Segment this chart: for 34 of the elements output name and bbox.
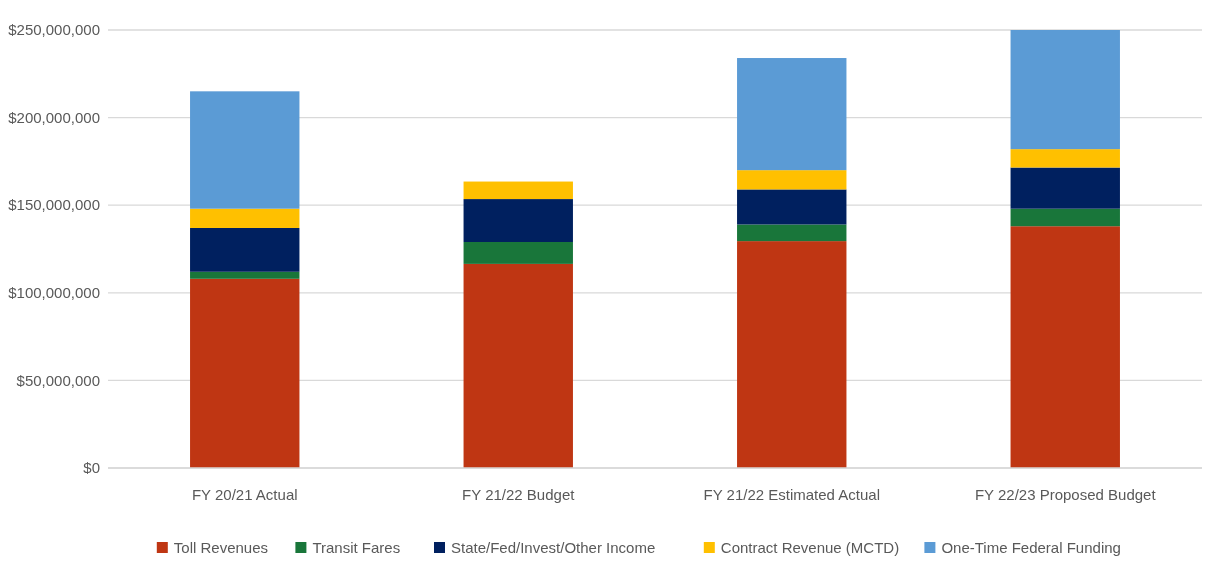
- bar: [737, 189, 847, 225]
- legend-label: Contract Revenue (MCTD): [720, 539, 900, 557]
- legend-label: Transit Fares: [312, 539, 401, 557]
- bar: [1010, 226, 1120, 468]
- x-tick-label: FY 20/21 Actual: [191, 486, 298, 503]
- bar: [1010, 167, 1120, 209]
- x-tick-label: FY 21/22 Estimated Actual: [703, 486, 880, 503]
- bar: [190, 91, 300, 209]
- y-tick-label: $100,000,000: [8, 284, 100, 302]
- bar: [463, 263, 573, 468]
- legend-label: One-Time Federal Funding: [941, 539, 1121, 557]
- x-tick-label: FY 21/22 Budget: [462, 486, 576, 503]
- bar: [463, 241, 573, 264]
- bar: [737, 241, 847, 468]
- bar: [1010, 149, 1120, 168]
- y-tick-label: $250,000,000: [8, 21, 100, 39]
- bar: [190, 278, 300, 468]
- bar: [737, 224, 847, 242]
- bar: [463, 181, 573, 200]
- bar: [737, 58, 847, 171]
- y-tick-label: $50,000,000: [16, 371, 100, 389]
- bar: [190, 227, 300, 272]
- y-tick-label: $0: [83, 459, 100, 477]
- bar: [190, 271, 300, 279]
- bar: [190, 208, 300, 228]
- y-tick-label: $150,000,000: [8, 196, 100, 214]
- bar: [1010, 30, 1120, 150]
- legend-label: State/Fed/Invest/Other Income: [451, 539, 656, 557]
- legend-label: Toll Revenues: [173, 539, 269, 557]
- bar: [463, 199, 573, 242]
- x-tick-label: FY 22/23 Proposed Budget: [974, 486, 1157, 503]
- bar: [737, 170, 847, 190]
- bar: [1010, 208, 1120, 227]
- y-tick-label: $200,000,000: [8, 108, 100, 126]
